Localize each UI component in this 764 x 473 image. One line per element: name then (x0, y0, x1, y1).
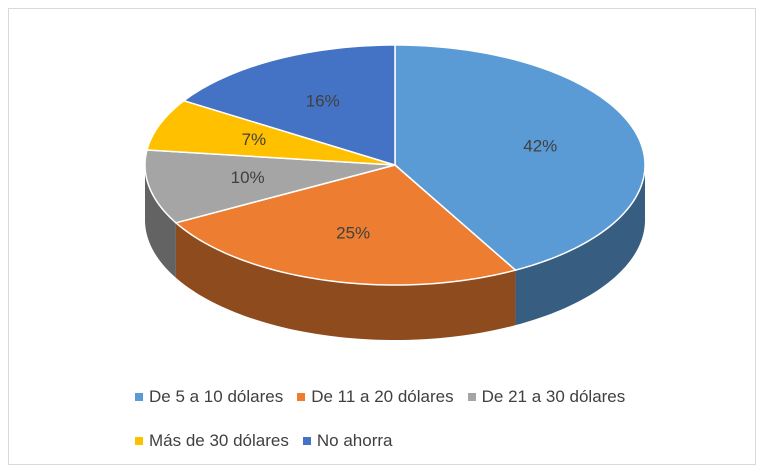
legend-item: De 11 a 20 dólares (297, 387, 454, 407)
legend-label: Más de 30 dólares (149, 431, 289, 450)
pie-slice (144, 149, 396, 224)
legend-swatch (135, 437, 143, 445)
legend-label: De 21 a 30 dólares (481, 387, 626, 406)
legend-label: De 5 a 10 dólares (149, 387, 284, 406)
legend-item: No ahorra (302, 431, 393, 451)
data-label: 16% (306, 91, 340, 110)
pie-slice (182, 44, 396, 167)
legend-swatch (297, 393, 306, 401)
pie-side (175, 222, 516, 340)
legend-label: No ahorra (316, 431, 393, 450)
data-label: 10% (231, 168, 265, 187)
data-label: 42% (523, 137, 557, 156)
pie-slice (394, 44, 646, 271)
pie: 42% 25% 10% 7% 16% (144, 44, 646, 340)
pie-slice (174, 164, 518, 286)
legend-swatch (302, 437, 311, 445)
legend: De 5 a 10 dólares De 11 a 20 dólares De 21… (135, 387, 735, 451)
data-label: 7% (242, 130, 267, 149)
legend-item: De 5 a 10 dólares (135, 387, 283, 407)
legend-label: De 11 a 20 dólares (311, 387, 454, 406)
legend-swatch (467, 393, 476, 401)
pie-slice (145, 99, 396, 166)
legend-item: Más de 30 dólares (135, 431, 289, 451)
data-label: 25% (336, 224, 370, 243)
legend-swatch (135, 393, 143, 401)
legend-item: De 21 a 30 dólares (467, 387, 626, 407)
pie-side (515, 165, 645, 326)
pie-side (145, 165, 176, 278)
